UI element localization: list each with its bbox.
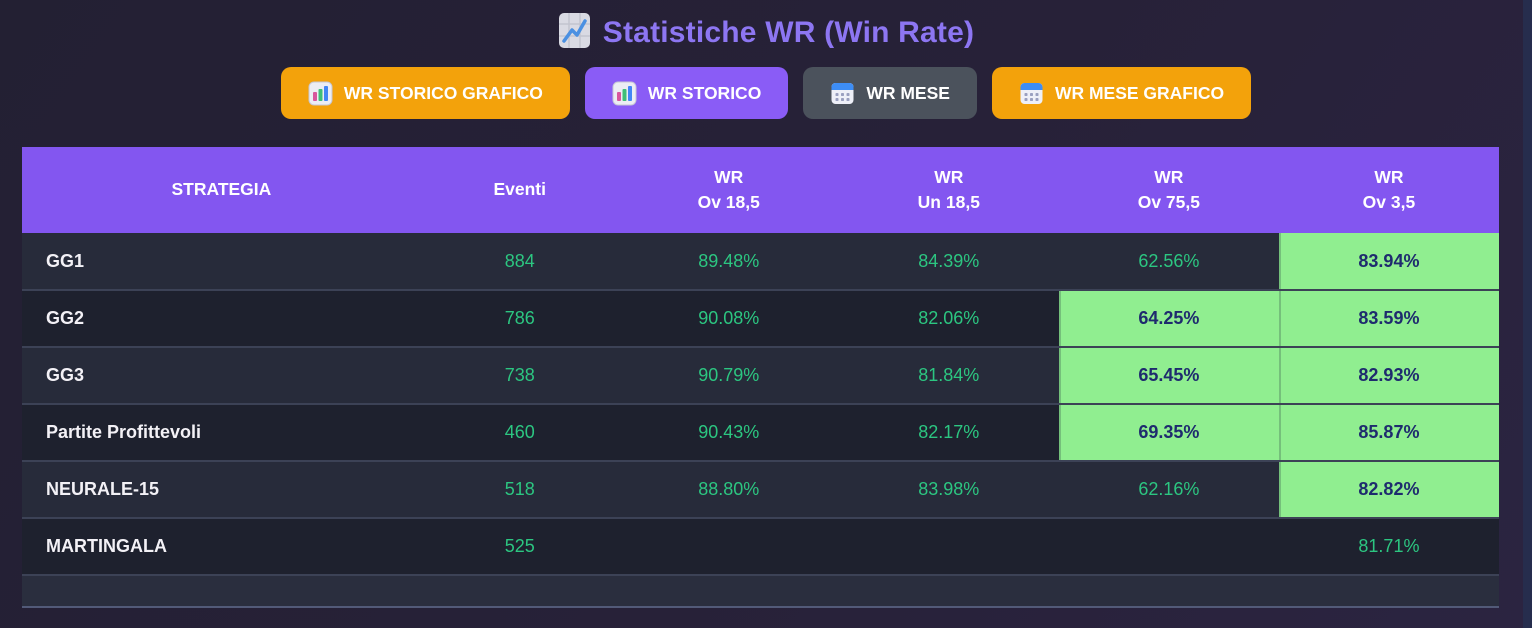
vertical-scrollbar[interactable] xyxy=(1523,0,1532,628)
button-label: WR STORICO xyxy=(647,82,762,103)
wr-value: 62.16% xyxy=(1138,479,1200,499)
wr-value: 88.80% xyxy=(698,479,760,499)
button-label: WR MESE GRAFICO xyxy=(1054,82,1225,103)
strategy-name: GG2 xyxy=(46,308,85,328)
wr-value: 83.98% xyxy=(918,479,980,499)
calendar-icon xyxy=(1019,81,1044,106)
toolbar: WR STORICO GRAFICO WR STORICO WR MESE xyxy=(0,67,1532,119)
table-row: GG2 786 90.08% 82.06% 64.25% 83.59% xyxy=(22,290,1499,347)
empty-footer-row xyxy=(22,575,1499,607)
column-header-eventi: Eventi xyxy=(420,147,619,233)
wr-value: 90.08% xyxy=(698,308,760,328)
wr-mese-grafico-button[interactable]: WR MESE GRAFICO xyxy=(991,67,1252,119)
chart-increasing-icon xyxy=(558,12,591,54)
wr-value: 62.56% xyxy=(1138,250,1200,271)
table-row: GG1 884 89.48% 84.39% 62.56% 83.94% xyxy=(22,233,1499,290)
wr-value-highlighted: 85.87% xyxy=(1278,404,1499,461)
table-row: Partite Profittevoli 460 90.43% 82.17% 69.35… xyxy=(22,404,1499,461)
column-header-wr-un-18-5: WR Un 18,5 xyxy=(838,147,1059,233)
calendar-icon xyxy=(830,81,855,106)
table-row: GG3 738 90.79% 81.84% 65.45% 82.93% xyxy=(22,347,1499,404)
wr-value: 82.06% xyxy=(918,308,980,328)
wr-value-highlighted: 65.45% xyxy=(1058,347,1279,404)
wr-value-highlighted: 82.93% xyxy=(1278,347,1499,404)
wr-value: 84.39% xyxy=(918,250,980,271)
wr-value: 90.43% xyxy=(698,422,760,442)
page-header: Statistiche WR (Win Rate) xyxy=(0,0,1532,54)
wr-value-highlighted: 83.94% xyxy=(1278,233,1499,290)
table-header-row: STRATEGIA Eventi WR Ov 18,5 WR Un 18,5 W… xyxy=(22,147,1499,233)
button-label: WR STORICO GRAFICO xyxy=(343,82,543,103)
bar-chart-icon xyxy=(308,81,333,106)
wr-mese-button[interactable]: WR MESE xyxy=(803,67,977,119)
strategy-name: GG3 xyxy=(46,365,85,385)
wr-value-highlighted: 64.25% xyxy=(1058,290,1279,347)
strategy-name: NEURALE-15 xyxy=(46,479,160,499)
wr-value xyxy=(619,518,839,575)
wr-value-highlighted: 83.59% xyxy=(1278,290,1499,347)
wr-value: 525 xyxy=(504,536,535,556)
wr-value: 81.84% xyxy=(918,365,980,385)
wr-value: 81.71% xyxy=(1358,536,1420,556)
table-row: MARTINGALA 525 81.71% xyxy=(22,518,1499,575)
strategy-name: GG1 xyxy=(46,250,85,271)
wr-value: 786 xyxy=(504,308,535,328)
wr-value: 460 xyxy=(504,422,535,442)
wr-storico-button[interactable]: WR STORICO xyxy=(584,67,789,119)
table-body: GG1 884 89.48% 84.39% 62.56% 83.94% GG2 786 90.0… xyxy=(22,233,1499,575)
wr-value-highlighted: 82.82% xyxy=(1278,461,1499,518)
column-header-strategia: STRATEGIA xyxy=(22,147,421,233)
wr-value: 82.17% xyxy=(918,422,980,442)
win-rate-table: STRATEGIA Eventi WR Ov 18,5 WR Un 18,5 W… xyxy=(22,147,1499,608)
column-header-wr-ov-75-5: WR Ov 75,5 xyxy=(1058,147,1279,233)
button-label: WR MESE xyxy=(866,82,950,103)
wr-value: 518 xyxy=(504,479,535,499)
wr-value-highlighted: 69.35% xyxy=(1058,404,1279,461)
strategy-name: MARTINGALA xyxy=(46,536,167,556)
table-row: NEURALE-15 518 88.80% 83.98% 62.16% 82.82% xyxy=(22,461,1499,518)
wr-value: 738 xyxy=(504,365,535,385)
empty-footer-cell xyxy=(22,575,1499,607)
wr-value: 90.79% xyxy=(698,365,760,385)
page-title: Statistiche WR (Win Rate) xyxy=(602,16,975,49)
strategy-name: Partite Profittevoli xyxy=(46,422,202,442)
wr-storico-grafico-button[interactable]: WR STORICO GRAFICO xyxy=(280,67,570,119)
wr-value: 884 xyxy=(504,250,535,271)
stats-table-container: STRATEGIA Eventi WR Ov 18,5 WR Un 18,5 W… xyxy=(22,147,1499,608)
bar-chart-icon xyxy=(612,81,637,106)
wr-value: 89.48% xyxy=(698,250,760,271)
wr-value xyxy=(1059,518,1279,575)
wr-value xyxy=(839,518,1059,575)
column-header-wr-ov-3-5: WR Ov 3,5 xyxy=(1278,147,1499,233)
column-header-wr-ov-18-5: WR Ov 18,5 xyxy=(618,147,839,233)
